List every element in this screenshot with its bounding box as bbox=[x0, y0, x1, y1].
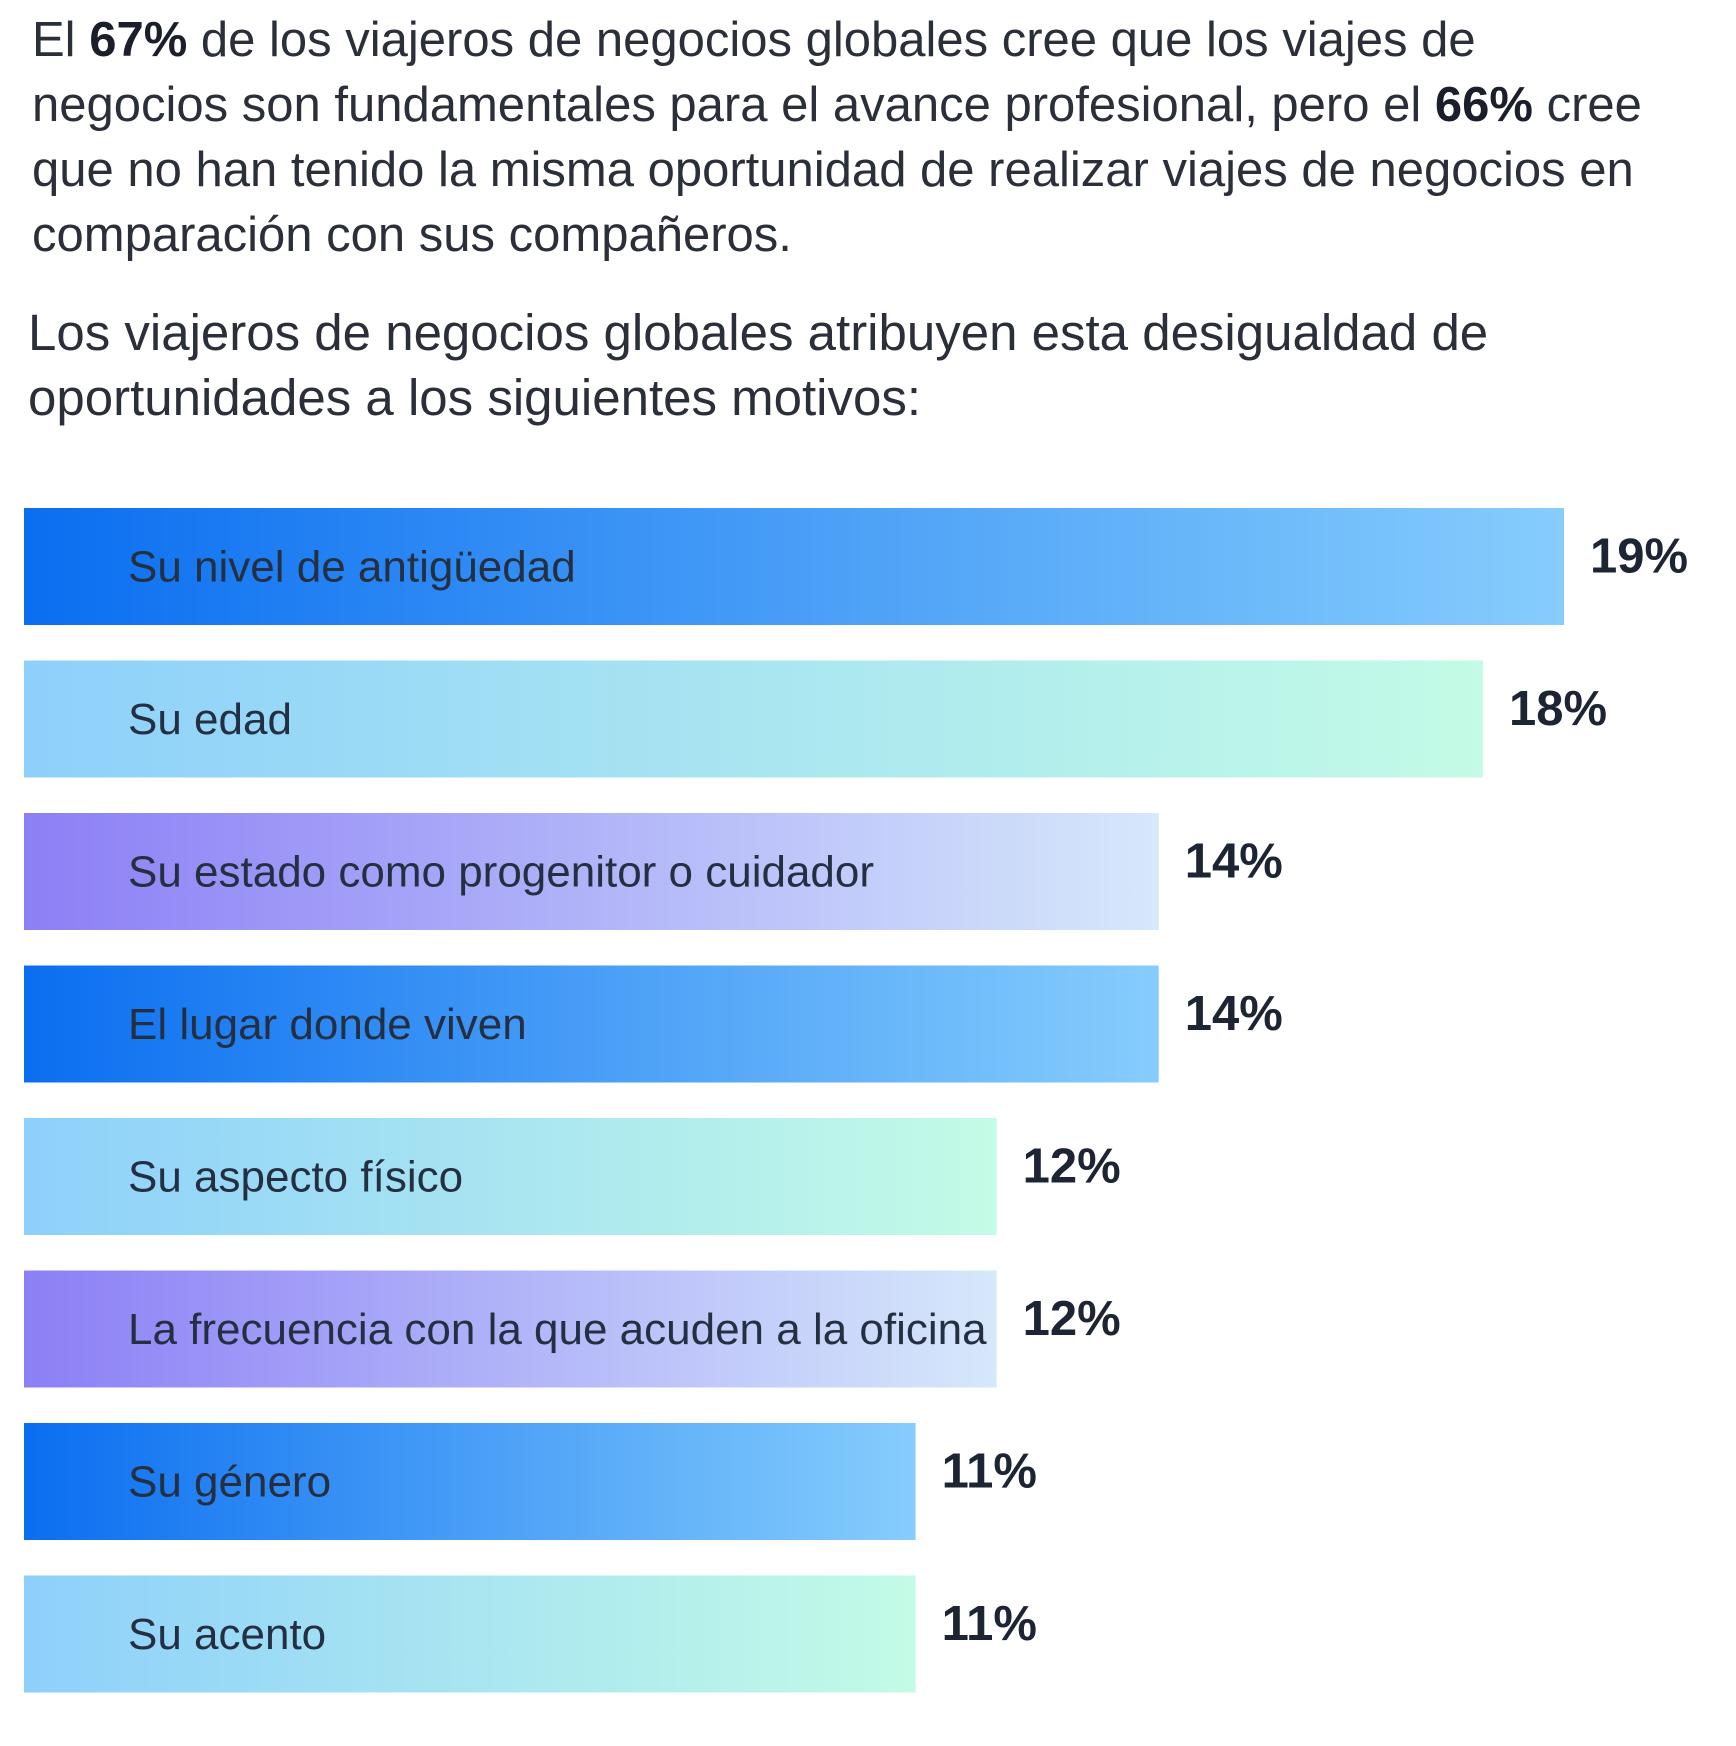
value-label-7: 11% bbox=[942, 1445, 1037, 1499]
bar-label-5: Su aspecto físico bbox=[128, 1153, 463, 1202]
value-label-3: 14% bbox=[1185, 835, 1283, 889]
bar-4 bbox=[24, 965, 1159, 1083]
bar-label-8: Su acento bbox=[128, 1610, 326, 1659]
bar-2 bbox=[24, 660, 1483, 778]
bar-label-7: Su género bbox=[128, 1458, 331, 1507]
bar-label-3: Su estado como progenitor o cuidador bbox=[128, 848, 874, 897]
value-label-4: 14% bbox=[1185, 987, 1283, 1041]
intro-text-2: de los viajeros de negocios globales cre… bbox=[32, 13, 1476, 132]
bar-8 bbox=[24, 1575, 916, 1693]
bar-label-6: La frecuencia con la que acuden a la ofi… bbox=[128, 1305, 987, 1354]
value-label-2: 18% bbox=[1509, 682, 1607, 736]
value-label-5: 12% bbox=[1023, 1140, 1121, 1194]
bar-label-4: El lugar donde viven bbox=[128, 1000, 527, 1049]
intro-stat-67: 67% bbox=[89, 13, 188, 67]
intro-paragraph: El 67% de los viajeros de negocios globa… bbox=[32, 8, 1682, 268]
bar-label-2: Su edad bbox=[128, 695, 292, 744]
value-label-6: 12% bbox=[1023, 1292, 1121, 1346]
intro-stat-66: 66% bbox=[1434, 78, 1533, 132]
value-label-8: 11% bbox=[942, 1597, 1037, 1651]
intro-text-1: El bbox=[32, 13, 90, 67]
subintro-paragraph: Los viajeros de negocios globales atribu… bbox=[28, 304, 1489, 426]
bar-3 bbox=[24, 813, 1159, 930]
intro-text-3: cree que no han tenido la misma oportuni… bbox=[32, 78, 1642, 262]
bar-1 bbox=[24, 508, 1564, 625]
bar-7 bbox=[24, 1423, 916, 1540]
bar-5 bbox=[24, 1118, 997, 1235]
bar-label-1: Su nivel de antigüedad bbox=[128, 543, 576, 592]
value-label-1: 19% bbox=[1590, 530, 1688, 584]
bar-6 bbox=[24, 1270, 997, 1388]
